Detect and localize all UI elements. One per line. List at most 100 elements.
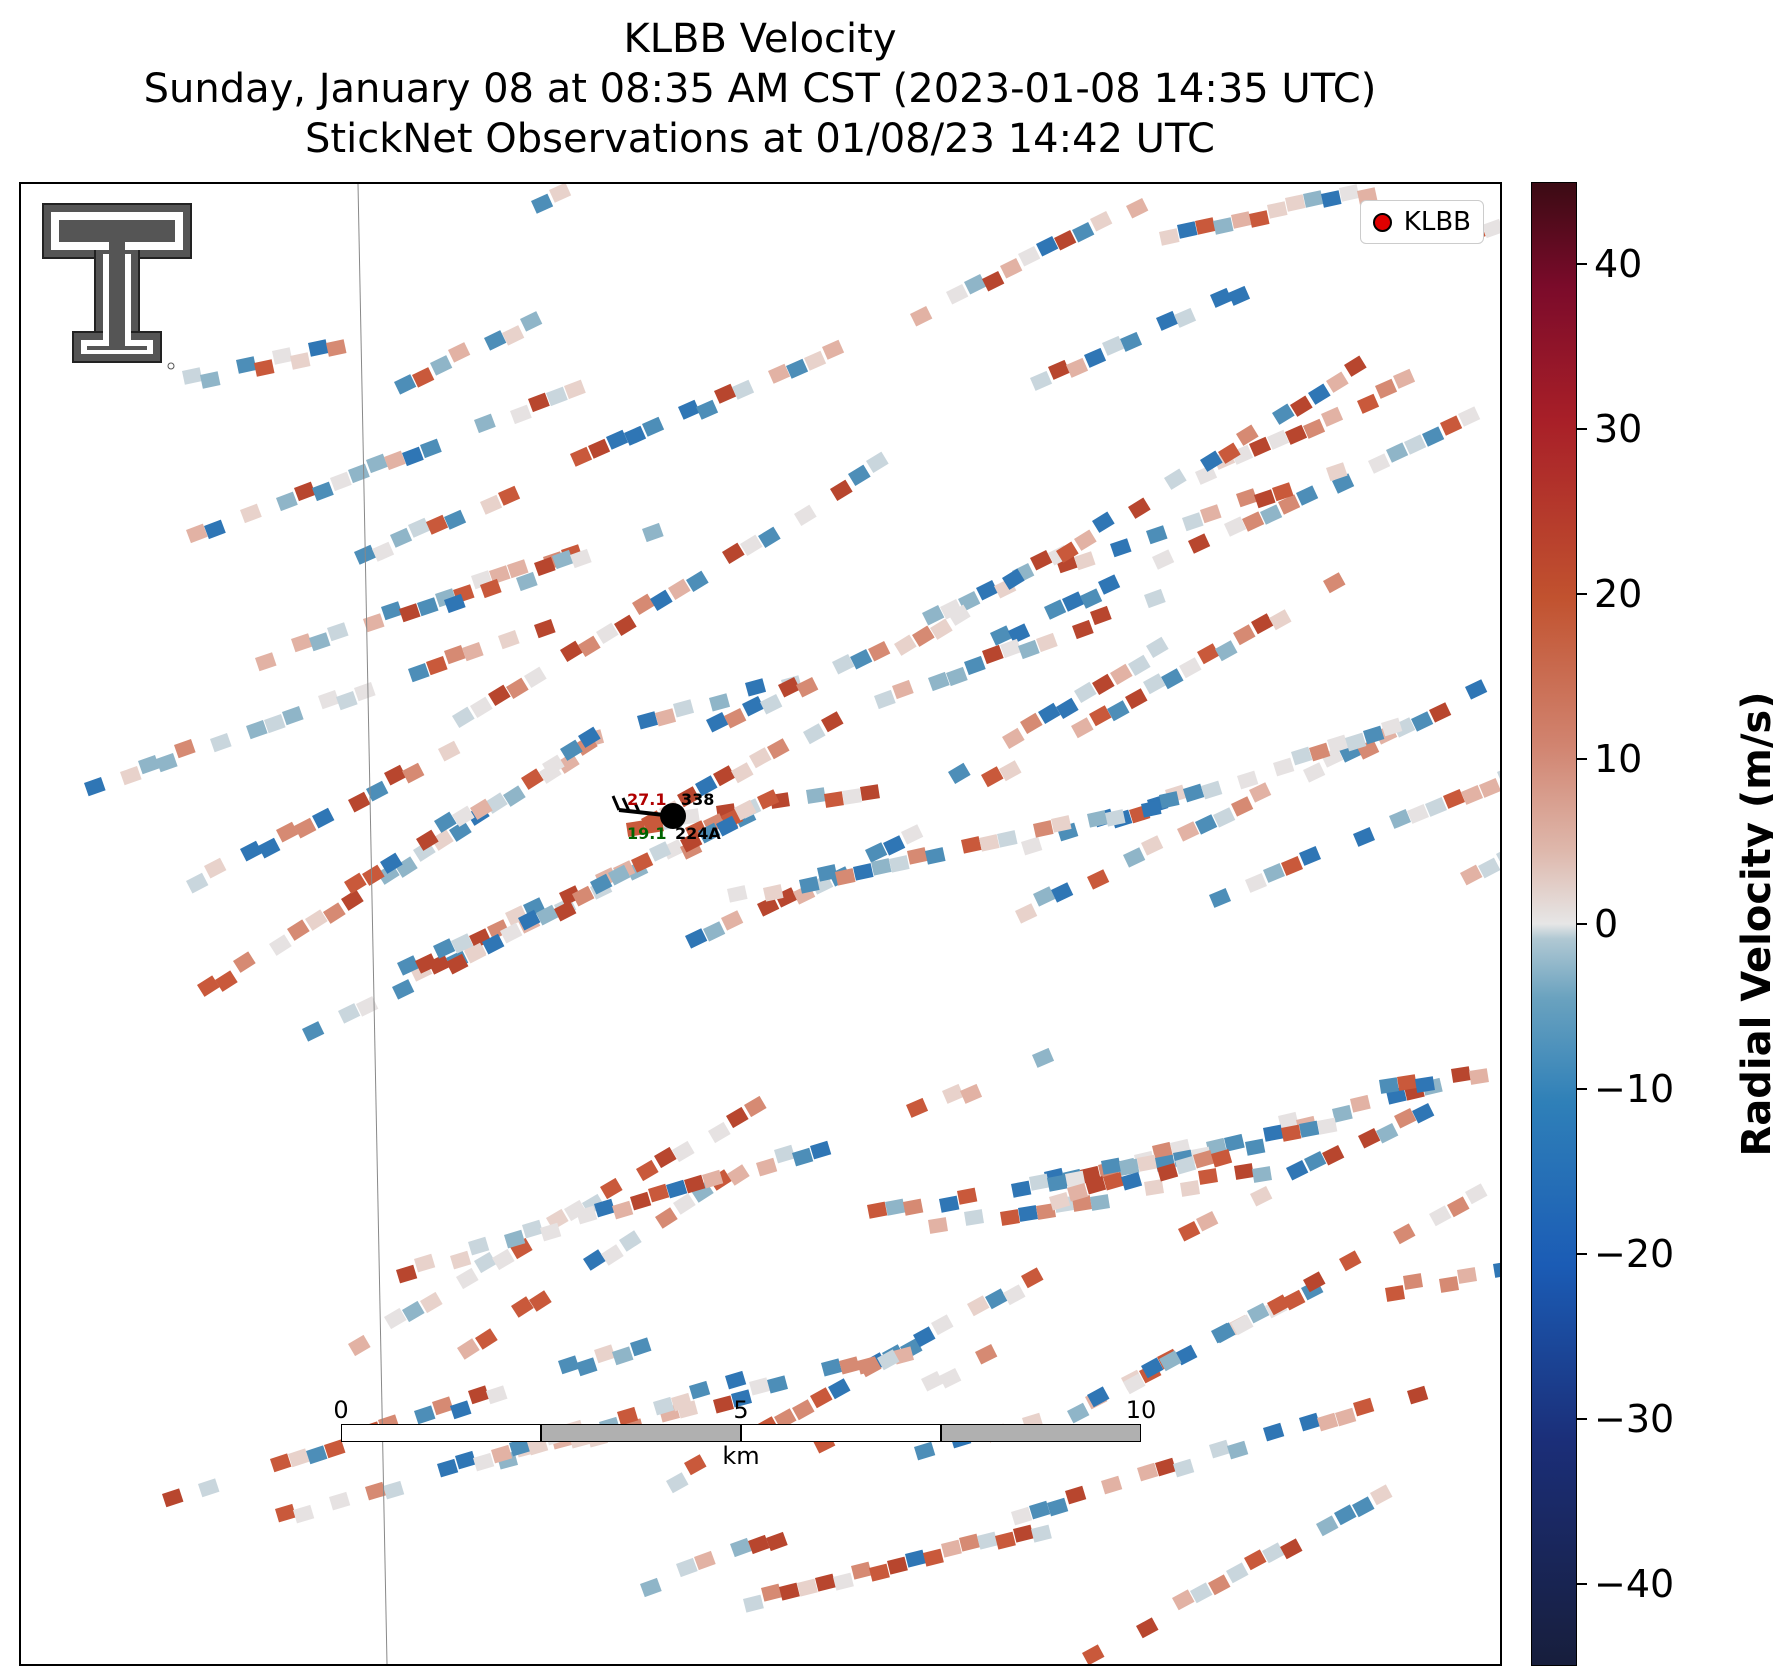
velocity-cell: [1196, 1210, 1219, 1232]
velocity-cell: [361, 864, 385, 886]
radar-map: KLBB 27.1 338 19.1 224A 0 5 10 km: [19, 182, 1502, 1666]
velocity-cell: [1230, 1314, 1254, 1336]
velocity-cell: [1066, 357, 1089, 378]
colorbar-tick-label: −40: [1594, 1561, 1675, 1606]
velocity-cell: [1030, 1524, 1052, 1543]
velocity-cell: [686, 570, 709, 592]
velocity-cell: [1497, 765, 1500, 785]
velocity-cell: [1176, 221, 1198, 239]
velocity-cell: [724, 1370, 747, 1390]
velocity-cell: [534, 619, 556, 639]
velocity-cell: [1446, 1196, 1470, 1218]
velocity-cell: [894, 634, 917, 656]
velocity-cell: [1269, 609, 1292, 631]
velocity-cell: [763, 884, 784, 902]
velocity-cell: [999, 760, 1022, 782]
colorbar-tick-label: 20: [1594, 572, 1643, 617]
velocity-cell: [1056, 541, 1079, 563]
velocity-cell: [1457, 406, 1481, 427]
colorbar-tick-label: −10: [1594, 1066, 1675, 1111]
velocity-cell: [702, 921, 726, 942]
velocity-cell: [1021, 1267, 1044, 1289]
velocity-cell: [1051, 882, 1074, 903]
velocity-cell: [713, 1395, 735, 1414]
velocity-cell: [1422, 426, 1445, 447]
velocity-cell: [1141, 800, 1162, 818]
velocity-cell: [394, 374, 417, 395]
velocity-cell: [1317, 1412, 1339, 1432]
velocity-cell: [611, 1346, 634, 1366]
velocity-cell: [1415, 1076, 1435, 1093]
velocity-cell: [1368, 453, 1391, 474]
velocity-cell: [138, 755, 160, 775]
velocity-cell: [903, 1198, 924, 1216]
velocity-cell: [1071, 717, 1094, 739]
velocity-cell: [443, 593, 466, 614]
velocity-cell: [766, 1531, 788, 1552]
velocity-cell: [743, 1095, 767, 1118]
velocity-cell: [430, 829, 454, 851]
velocity-cell: [1018, 245, 1041, 267]
velocity-cell: [794, 504, 817, 526]
colorbar-tick-mark: [1577, 263, 1587, 266]
velocity-cell: [456, 1267, 479, 1290]
velocity-cell: [546, 386, 568, 407]
velocity-cell: [608, 864, 631, 886]
velocity-cell: [1460, 864, 1483, 886]
velocity-cell: [1098, 574, 1121, 595]
velocity-cell: [348, 1334, 371, 1357]
velocity-cell: [1036, 632, 1058, 653]
station-dewpoint: 19.1: [627, 824, 667, 843]
velocity-cell: [832, 653, 855, 675]
velocity-cell: [1266, 201, 1288, 219]
velocity-cell: [1201, 780, 1223, 800]
velocity-cell: [392, 979, 415, 1000]
velocity-cell: [468, 1236, 490, 1256]
velocity-cell: [756, 789, 780, 810]
velocity-cell: [964, 655, 986, 676]
velocity-cell: [1357, 393, 1380, 414]
velocity-cell: [444, 509, 467, 530]
velocity-cell: [1196, 643, 1220, 665]
velocity-cell: [1393, 368, 1416, 389]
velocity-cell: [672, 699, 695, 718]
velocity-cell: [381, 601, 403, 621]
velocity-cell: [809, 1387, 833, 1409]
velocity-cell: [1000, 1209, 1020, 1226]
velocity-cell: [255, 652, 277, 672]
velocity-cell: [1304, 1150, 1327, 1172]
velocity-cell: [1194, 217, 1216, 235]
velocity-cell: [636, 1159, 659, 1182]
velocity-cell: [650, 589, 673, 611]
velocity-cell: [877, 1349, 900, 1371]
velocity-cell: [1011, 1506, 1033, 1526]
velocity-cell: [1234, 1163, 1254, 1180]
velocity-cell: [689, 1380, 711, 1400]
velocity-cell: [1231, 796, 1254, 817]
velocity-cell: [928, 1217, 948, 1234]
velocity-cell: [1066, 1402, 1090, 1424]
velocity-cell: [1175, 1156, 1197, 1175]
velocity-cell: [654, 1146, 677, 1169]
velocity-cell: [481, 933, 505, 955]
velocity-cell: [1388, 809, 1412, 829]
scale-unit: km: [722, 1442, 760, 1470]
velocity-cell: [947, 762, 971, 785]
velocity-cell: [552, 549, 574, 570]
velocity-cell: [744, 678, 767, 697]
velocity-cell: [363, 613, 385, 633]
velocity-cell: [326, 339, 347, 357]
velocity-cell: [327, 622, 349, 642]
velocity-cell: [408, 517, 431, 538]
velocity-cell: [1215, 640, 1238, 662]
velocity-cell: [666, 1179, 688, 1199]
velocity-cell: [1074, 529, 1097, 551]
scale-bar: 0 5 10 km: [333, 1396, 1156, 1470]
velocity-cell: [922, 604, 945, 626]
velocity-cell: [760, 693, 783, 715]
velocity-cell: [1228, 285, 1251, 306]
velocity-cell: [1209, 888, 1232, 908]
velocity-cell: [1046, 1497, 1069, 1517]
velocity-cell: [1469, 1068, 1489, 1085]
velocity-cell: [254, 359, 275, 377]
